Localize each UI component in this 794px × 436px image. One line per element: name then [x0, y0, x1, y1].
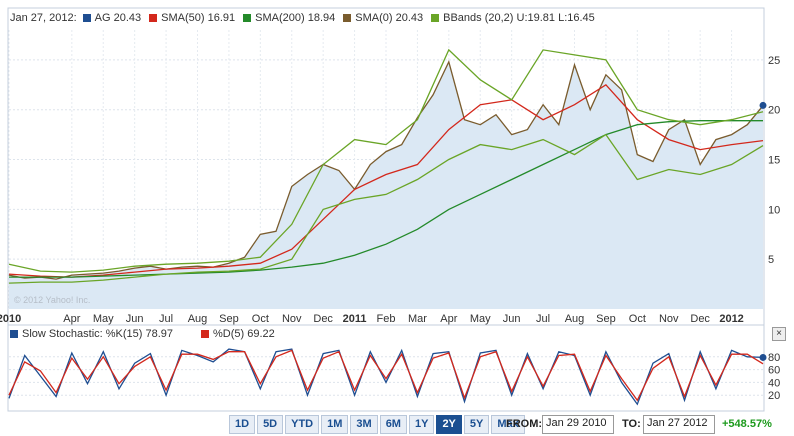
y-tick-label: 5 — [768, 254, 774, 266]
y-tick-label: 20 — [768, 390, 780, 402]
y-tick-label: 10 — [768, 204, 780, 216]
range-button-ytd[interactable]: YTD — [285, 415, 320, 434]
range-button-5d[interactable]: 5D — [257, 415, 284, 434]
legend-sma50-label: SMA(50) 16.91 — [161, 12, 236, 24]
range-button-6m[interactable]: 6M — [379, 415, 407, 434]
legend-d-label: %D(5) 69.22 — [213, 328, 275, 340]
legend-bbands: BBands (20,2) U:19.81 L:16.45 — [431, 12, 595, 24]
legend-sma200: SMA(200) 18.94 — [243, 12, 335, 24]
last-value-marker — [759, 101, 767, 109]
x-tick-label: Aug — [188, 313, 208, 325]
x-tick-label: Feb — [377, 313, 396, 325]
x-tick-label: Oct — [252, 313, 269, 325]
x-tick-label: Apr — [440, 313, 457, 325]
x-tick-label: May — [470, 313, 491, 325]
series-line — [8, 349, 764, 402]
range-button-max[interactable]: Max — [491, 415, 525, 434]
x-tick-label: Nov — [659, 313, 679, 325]
x-tick-label: Apr — [63, 313, 80, 325]
series-line — [8, 83, 764, 278]
y-tick-label: 15 — [768, 155, 780, 167]
series-line — [9, 120, 763, 278]
series-line — [8, 133, 764, 284]
x-tick-label: Jun — [126, 313, 144, 325]
from-label: FROM: — [506, 418, 543, 430]
range-button-1m[interactable]: 1M — [321, 415, 349, 434]
y-tick-label: 25 — [768, 55, 780, 67]
chart-border — [7, 7, 765, 412]
range-button-1y[interactable]: 1Y — [408, 415, 435, 434]
legend-sma0-label: SMA(0) 20.43 — [355, 12, 424, 24]
legend-bbands-swatch — [431, 14, 440, 22]
range-button-1d[interactable]: 1D — [229, 415, 256, 434]
y-tick-label: 40 — [768, 377, 780, 389]
series-line — [8, 348, 764, 406]
legend-sma0-swatch — [343, 14, 352, 22]
y-tick-label: 80 — [768, 352, 780, 364]
range-selector: 1D 5D YTD 1M 3M 6M 1Y 2Y 5Y Max — [229, 415, 527, 434]
series-line — [8, 48, 764, 273]
range-button-2y[interactable]: 2Y — [436, 415, 462, 434]
from-date-input[interactable]: Jan 29 2010 — [542, 415, 614, 434]
price-legend: Jan 27, 2012: AG 20.43 SMA(50) 16.91 SMA… — [10, 10, 595, 26]
legend-sma200-swatch — [243, 14, 252, 22]
x-tick-label: May — [93, 313, 114, 325]
legend-ag-label: AG 20.43 — [94, 12, 142, 24]
x-tick-label: Sep — [219, 313, 239, 325]
x-tick-label: 2011 — [343, 313, 367, 325]
series-line — [8, 60, 764, 280]
legend-date: Jan 27, 2012: — [10, 12, 77, 24]
x-tick-label: Dec — [313, 313, 333, 325]
x-tick-label: Jul — [159, 313, 173, 325]
x-tick-label: Jul — [536, 313, 550, 325]
x-tick-label: Aug — [565, 313, 585, 325]
x-tick-label: Oct — [629, 313, 646, 325]
percent-change: +548.57% — [722, 418, 772, 430]
range-button-3m[interactable]: 3M — [350, 415, 378, 434]
legend-sma200-label: SMA(200) 18.94 — [255, 12, 336, 24]
legend-k-swatch — [10, 330, 18, 338]
y-tick-label: 20 — [768, 105, 780, 117]
price-panel: 5 10 15 20 25 2010 Apr May Jun Jul Aug Sep Oct Nov Dec… — [0, 30, 780, 325]
series-area — [9, 61, 763, 310]
x-tick-label: 2010 — [0, 313, 21, 325]
legend-ag-swatch — [82, 14, 91, 22]
legend-bbands-label: BBands (20,2) U:19.81 L:16.45 — [443, 12, 595, 24]
to-date-input[interactable]: Jan 27 2012 — [643, 415, 715, 434]
x-tick-label: Jun — [503, 313, 521, 325]
x-tick-label: Sep — [596, 313, 616, 325]
legend-sma50-swatch — [149, 14, 158, 22]
x-tick-label: Dec — [690, 313, 710, 325]
legend-k: Slow Stochastic: %K(15) 78.97 — [10, 328, 173, 340]
y-tick-label: 60 — [768, 365, 780, 377]
last-value-marker — [759, 353, 767, 361]
legend-d: %D(5) 69.22 — [201, 328, 275, 340]
close-indicator-button[interactable]: × — [772, 327, 786, 341]
range-button-5y[interactable]: 5Y — [463, 415, 490, 434]
legend-sma50: SMA(50) 16.91 — [149, 12, 235, 24]
copyright-text: © 2012 Yahoo! Inc. — [14, 295, 91, 305]
legend-sma0: SMA(0) 20.43 — [343, 12, 423, 24]
to-label: TO: — [622, 418, 641, 430]
stochastic-legend: Slow Stochastic: %K(15) 78.97 %D(5) 69.2… — [10, 327, 275, 341]
legend-d-swatch — [201, 330, 210, 338]
x-tick-label: Nov — [282, 313, 302, 325]
x-tick-label: Mar — [408, 313, 427, 325]
legend-ag: AG 20.43 — [82, 12, 142, 24]
legend-k-label: Slow Stochastic: %K(15) 78.97 — [22, 328, 174, 340]
x-tick-label: 2012 — [719, 313, 743, 325]
